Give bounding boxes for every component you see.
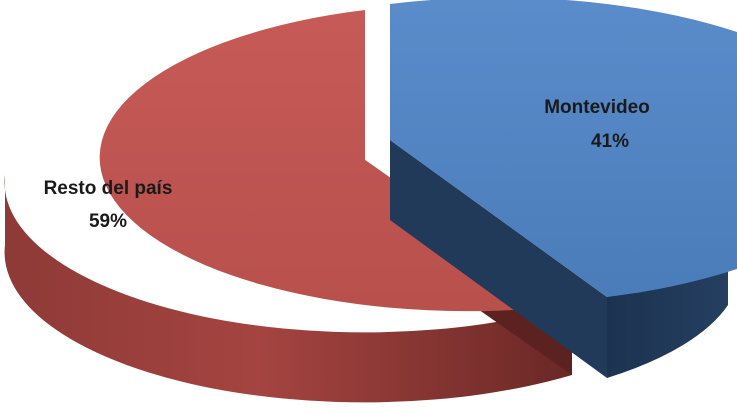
slice-montevideo-cut-face [390, 140, 607, 378]
slice-montevideo-top [390, 0, 737, 297]
slice-montevideo [390, 0, 737, 378]
montevideo-label: Montevideo [544, 97, 650, 118]
montevideo-percent: 41% [591, 131, 629, 152]
slice-resto-del-pais-side [4, 175, 572, 403]
resto-del-pais-percent: 59% [89, 211, 127, 232]
resto-del-pais-label: Resto del país [44, 178, 173, 199]
